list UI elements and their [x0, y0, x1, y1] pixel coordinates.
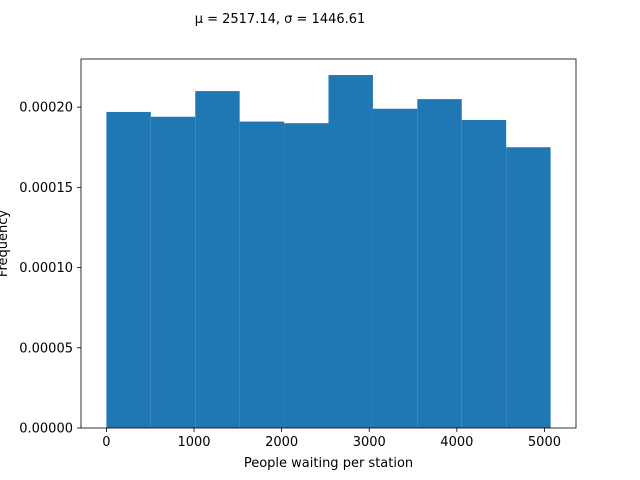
y-tick-label: 0.00000 [19, 422, 73, 437]
x-tick-label: 2000 [265, 435, 298, 450]
x-tick-label: 5000 [528, 435, 561, 450]
y-tick-label: 0.00020 [19, 101, 73, 116]
bars-group [106, 75, 551, 429]
histogram-bar [328, 75, 373, 428]
histogram-bar [372, 108, 418, 429]
histogram-bar [150, 116, 196, 428]
histogram-bar [239, 121, 285, 428]
histogram-bar [106, 111, 151, 428]
histogram-bar [417, 99, 462, 428]
plot-frame [80, 58, 577, 429]
histogram-bar [195, 91, 240, 428]
histogram-bar [284, 123, 329, 428]
x-axis-ticks: 0 1000 2000 3000 4000 5000 [102, 428, 561, 450]
histogram-bar [461, 119, 507, 429]
histogram-bar [506, 147, 551, 428]
y-tick-label: 0.00005 [19, 341, 73, 356]
x-axis-label: People waiting per station [244, 456, 413, 471]
y-axis-label: Frequency [0, 210, 11, 277]
x-tick-label: 3000 [353, 435, 386, 450]
y-axis-ticks: 0.00000 0.00005 0.00010 0.00015 0.00020 [19, 101, 81, 437]
x-tick-label: 4000 [440, 435, 473, 450]
x-tick-label: 0 [102, 435, 110, 450]
y-tick-label: 0.00015 [19, 181, 73, 196]
x-tick-label: 1000 [177, 435, 210, 450]
chart-title: μ = 2517.14, σ = 1446.61 [194, 12, 366, 27]
y-tick-label: 0.00010 [19, 261, 73, 276]
